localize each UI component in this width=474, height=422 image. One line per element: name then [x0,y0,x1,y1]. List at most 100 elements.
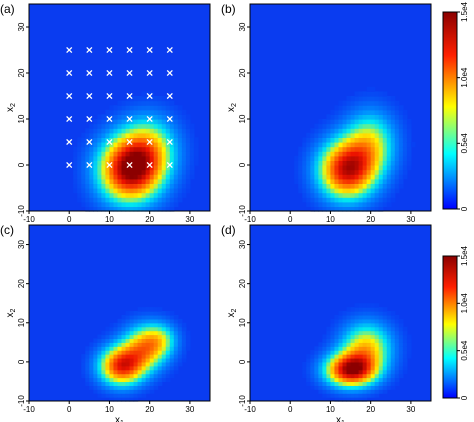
colorbar-tick: 0 [457,206,469,211]
heat-cell [358,377,364,383]
heat-cell [173,142,179,148]
heat-cell [370,311,376,316]
heat-cell [117,165,123,171]
heat-cell [129,178,135,184]
heat-cell [169,350,175,355]
heat-cell [354,137,360,143]
heat-cell [298,174,303,180]
heat-cell [149,314,155,320]
heat-cell [390,151,396,157]
heat-cell [133,354,139,359]
heat-cell [398,109,404,115]
heat-cell [370,100,376,106]
heat-cell [89,354,94,359]
heat-cell [125,174,131,180]
heat-cell [189,123,195,129]
heat-cell [386,342,392,347]
heat-cell [326,160,332,166]
heat-cell [322,354,328,359]
heat-cell [398,128,404,134]
heat-cell [322,188,328,194]
heat-cell [193,146,199,152]
heat-cell [105,178,111,184]
heat-cell [318,385,323,390]
heat-cell [346,119,352,125]
heat-cell [145,314,151,320]
heat-cell [350,137,356,143]
heat-cell [382,114,388,120]
heat-cell [326,178,332,184]
heat-cell [157,314,163,320]
heat-cell [350,188,356,194]
heat-cell [81,151,86,157]
heat-cell [374,128,380,134]
heat-cell [125,334,131,340]
heat-cell [129,105,135,111]
heat-cell [362,346,368,351]
heat-cell [306,377,311,383]
heat-cell [370,119,376,125]
heat-cell [406,338,412,343]
heat-cell [141,91,147,97]
heat-cell [137,142,143,148]
heat-cell [374,100,380,106]
x-tick-label: 10 [326,405,335,414]
heat-cell [93,119,98,125]
heat-cell [350,146,356,152]
heat-cell [318,381,323,386]
heat-cell [141,160,147,166]
heat-cell [342,350,348,355]
heat-cell [157,361,163,367]
colorbar-tick-label: 0.5e4 [460,340,469,361]
heat-cell [157,109,163,115]
heat-cell [129,146,135,152]
heat-cell [338,365,344,371]
heat-cell [149,109,155,115]
x-tick-label: -10 [23,215,35,224]
heat-cell [306,188,311,194]
heat-cell [334,377,340,383]
heat-cell [125,318,131,324]
heat-cell [378,155,384,161]
heat-cell [394,369,400,375]
heat-cell [105,326,111,332]
heat-cell [374,155,380,161]
heat-cell [141,96,147,102]
heat-cell [318,132,323,138]
heat-cell [137,123,143,129]
heat-cell [177,346,183,351]
panel-label: (a) [0,2,15,16]
heat-cell [302,160,307,166]
heat-cell [149,381,155,386]
heat-cell [185,188,191,194]
heat-cell [185,155,191,161]
heat-cell [141,381,147,386]
heat-cell [402,369,408,375]
heat-cell [370,365,376,371]
heat-cell [394,314,400,320]
heat-cell [81,146,86,152]
heat-cell [85,354,90,359]
heat-cell [398,361,404,367]
heat-cell [318,137,323,143]
heat-cell [145,192,151,198]
heat-cell [402,165,408,171]
heat-cell [169,338,175,343]
heat-cell [117,178,123,184]
heat-cell [342,393,348,398]
heat-cell [326,123,332,129]
heat-cell [129,389,135,394]
heat-cell [398,146,404,152]
heat-cell [189,165,195,171]
heat-cell [382,105,388,111]
heat-cell [181,119,187,125]
heat-cell [338,132,344,138]
sample-marker [86,115,93,123]
heat-cell [173,334,179,340]
heat-cell [113,338,119,343]
heat-cell [129,318,135,324]
heat-cell [125,128,131,134]
heat-cell [398,165,404,171]
heat-cell [342,105,348,111]
heat-cell [141,114,147,120]
